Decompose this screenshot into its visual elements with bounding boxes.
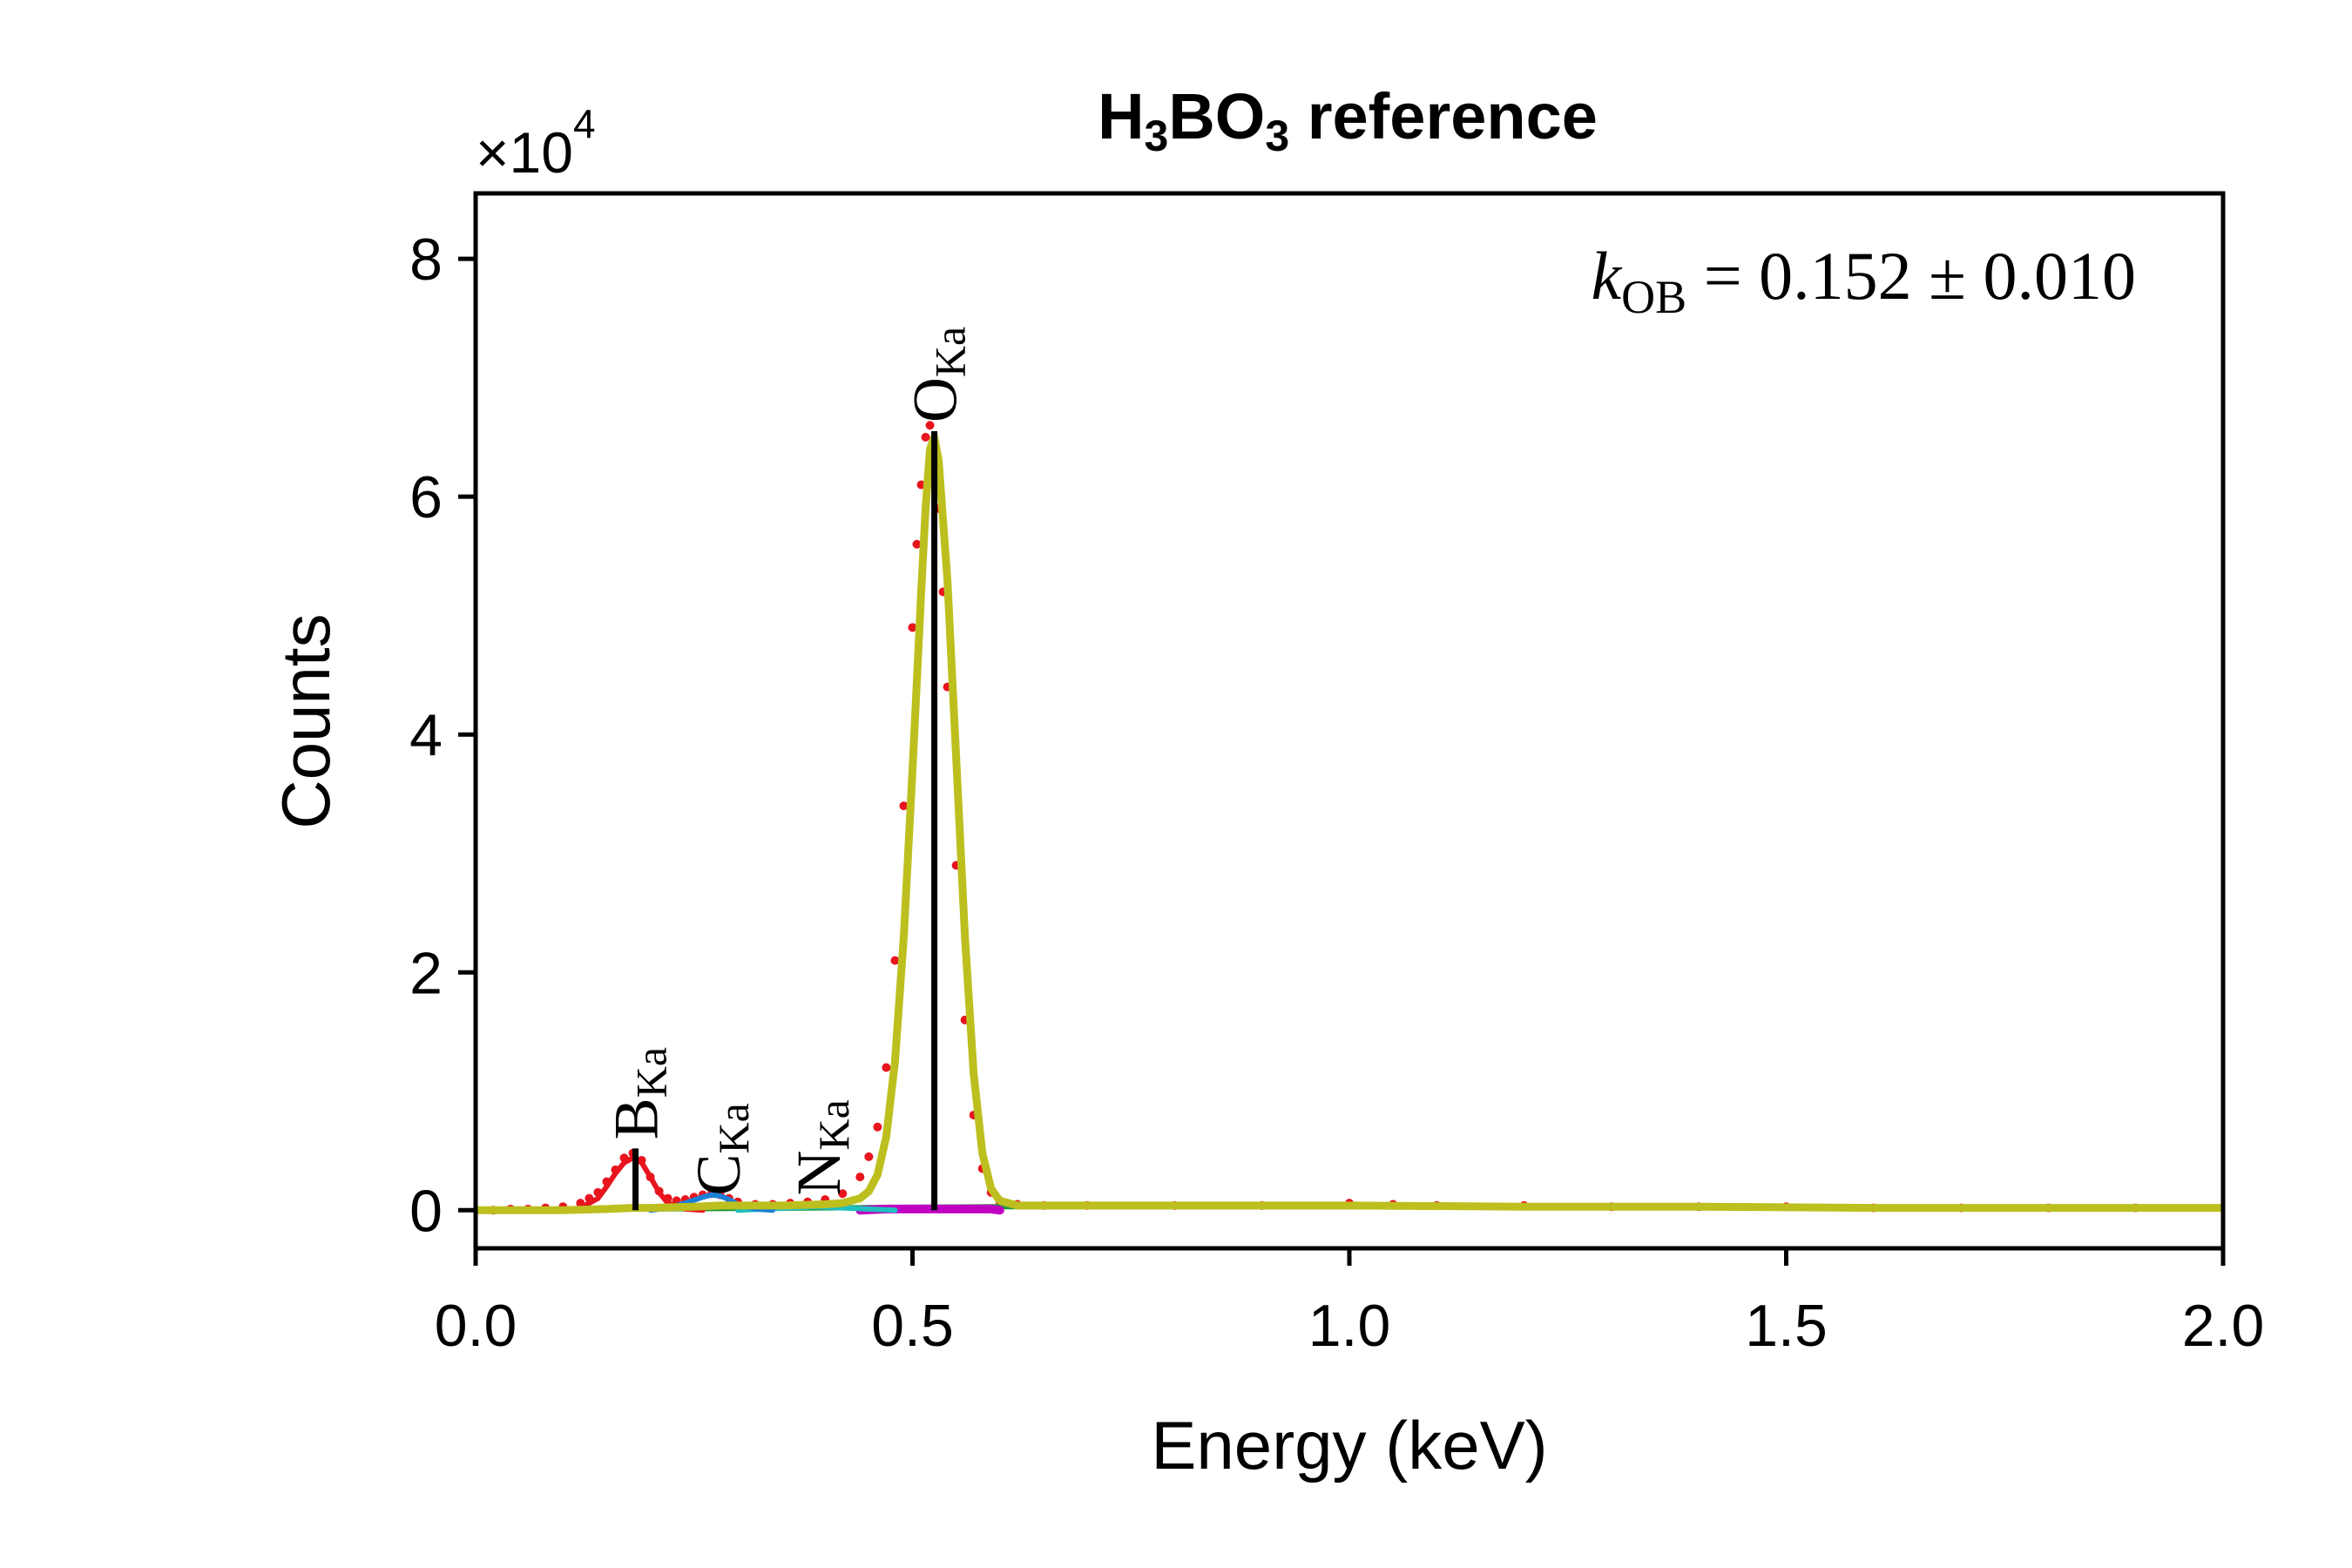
peak-label-element: O	[901, 377, 970, 422]
title-sub-1: 3	[1145, 112, 1169, 160]
peak-label-line: Ka	[809, 1099, 858, 1150]
x-tick-label: 1.0	[1308, 1293, 1391, 1359]
series-line-fit	[476, 433, 2223, 1214]
data-point-measured	[925, 421, 935, 430]
y-tick-label: 0	[409, 1178, 443, 1244]
y-tick-label: 6	[409, 464, 443, 531]
k-subscript: OB	[1621, 271, 1686, 323]
y-tick-label: 8	[409, 226, 443, 293]
x-tick-label: 1.5	[1745, 1293, 1828, 1359]
peak-label-line: Ka	[627, 1047, 676, 1098]
y-tick-label: 2	[409, 940, 443, 1006]
data-point-measured	[908, 623, 917, 632]
peak-label-element: C	[684, 1153, 754, 1195]
x-tick-label: 0.0	[435, 1293, 517, 1359]
data-point-measured	[912, 539, 922, 549]
data-point-measured	[890, 956, 900, 965]
data-point-measured	[899, 801, 909, 811]
title-sub-2: 3	[1265, 112, 1289, 160]
y-multiplier-exponent: 4	[573, 101, 596, 146]
chart-title: H3BO3 reference	[1098, 80, 1598, 160]
k-value: = 0.152 ± 0.010	[1686, 238, 2136, 314]
x-tick-label: 0.5	[871, 1293, 954, 1359]
title-base: H	[1098, 80, 1144, 152]
data-point-measured	[873, 1122, 882, 1132]
plot-area	[476, 421, 2223, 1215]
k-annotation: kOB = 0.152 ± 0.010	[1592, 238, 2136, 323]
peak-label-line: Ka	[926, 327, 975, 377]
data-point-measured	[921, 432, 930, 442]
k-symbol: k	[1592, 238, 1623, 314]
data-point-measured	[838, 1189, 848, 1199]
x-axis-label: Energy (keV)	[1151, 1407, 1547, 1484]
data-point-measured	[882, 1063, 891, 1072]
data-point-measured	[855, 1173, 865, 1182]
peak-label-c: CKa	[684, 1103, 758, 1195]
y-tick-label: 4	[409, 702, 443, 768]
y-multiplier-base: ×10	[476, 120, 573, 185]
title-mid: BO	[1168, 80, 1265, 152]
y-multiplier: ×104	[476, 101, 596, 185]
peak-label-b: BKa	[602, 1047, 676, 1139]
axis-ticks: 0.0 0.5 1.0 1.5 2.0 0 2 4 6 8	[409, 226, 2264, 1359]
peak-label-element: B	[602, 1098, 672, 1139]
peak-label-line: Ka	[709, 1103, 758, 1153]
data-point-measured	[864, 1152, 874, 1161]
x-tick-label: 2.0	[2182, 1293, 2265, 1359]
peak-label-element: N	[784, 1150, 854, 1195]
y-axis-label: Counts	[267, 613, 344, 828]
peak-label-o: OKa	[901, 327, 975, 422]
peak-label-n: NKa	[784, 1099, 858, 1195]
title-rest: reference	[1289, 80, 1598, 152]
